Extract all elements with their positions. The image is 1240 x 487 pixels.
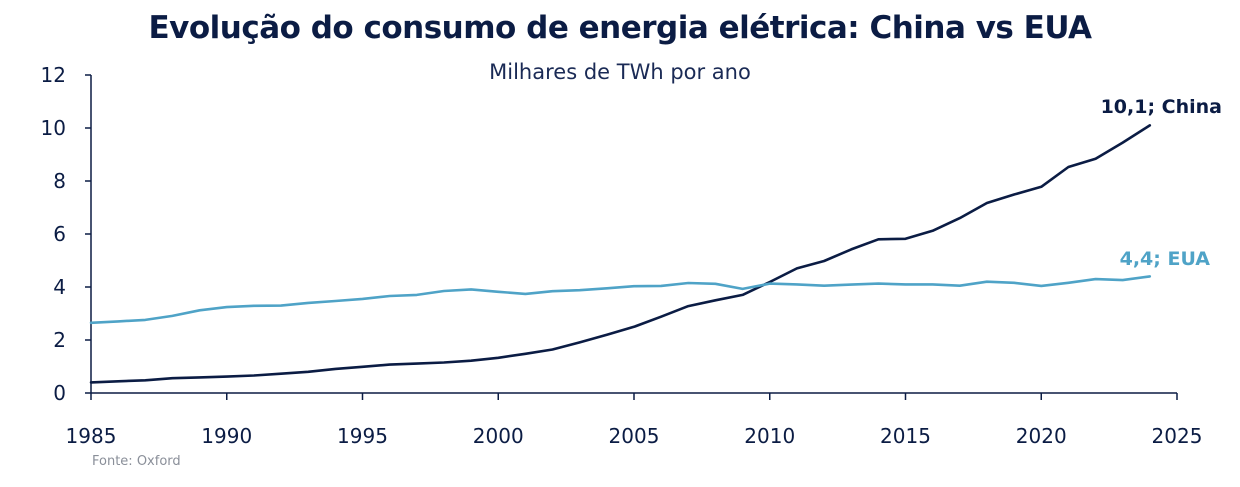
y-tick-label: 8 <box>53 169 66 193</box>
x-tick-label: 2020 <box>1016 424 1067 448</box>
chart-title: Evolução do consumo de energia elétrica:… <box>148 10 1092 46</box>
x-tick-label: 1985 <box>66 424 117 448</box>
series-layer <box>89 124 1152 384</box>
x-tick-label: 2025 <box>1152 424 1203 448</box>
series-end-label-0: 10,1; China <box>1101 96 1222 118</box>
y-tick-label: 6 <box>53 222 66 246</box>
x-tick-label: 2000 <box>473 424 524 448</box>
series-line-1 <box>89 275 1152 325</box>
y-tick-label: 4 <box>53 275 66 299</box>
y-tick-label: 2 <box>53 328 66 352</box>
chart-subtitle: Milhares de TWh por ano <box>489 60 751 84</box>
x-tick-label: 2005 <box>609 424 660 448</box>
y-tick-label: 10 <box>41 116 66 140</box>
x-axis: 1985 1990 1995 2000 2005 2010 2015 2020 2025 <box>66 392 1203 448</box>
source-note: Fonte: Oxford <box>92 454 181 469</box>
series-line-0 <box>89 124 1152 384</box>
y-tick-label: 12 <box>41 63 66 87</box>
x-tick-label: 1990 <box>201 424 252 448</box>
x-tick-label: 1995 <box>337 424 388 448</box>
series-end-label-1: 4,4; EUA <box>1120 248 1211 270</box>
end-labels: 10,1; China 4,4; EUA <box>1101 96 1222 270</box>
y-axis: 0 2 4 6 8 10 12 <box>41 63 92 405</box>
x-tick-label: 2015 <box>880 424 931 448</box>
x-tick-label: 2010 <box>744 424 795 448</box>
y-tick-label: 0 <box>53 381 66 405</box>
